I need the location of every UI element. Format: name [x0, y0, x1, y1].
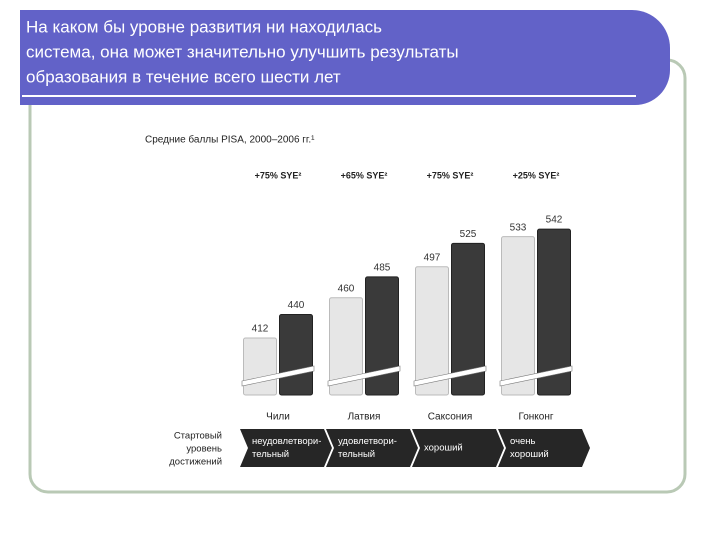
slide-title: На каком бы уровне развития ни находилас…	[26, 17, 382, 36]
slide-title: образования в течение всего шести лет	[26, 67, 341, 86]
annotation: +25% SYE²	[513, 170, 560, 180]
slide-title: система, она может значительно улучшить …	[26, 42, 459, 61]
annotation: +75% SYE²	[255, 170, 302, 180]
level-label: тельный	[252, 449, 289, 460]
level-label: тельный	[338, 449, 375, 460]
chart-subtitle: Средние баллы PISA, 2000–2006 гг.¹	[145, 134, 315, 146]
level-arrow	[412, 429, 504, 467]
axis-break	[499, 365, 573, 387]
level-title: достижений	[169, 457, 222, 468]
x-tick-label: Чили	[266, 412, 290, 423]
bar	[501, 236, 535, 396]
level-label: неудовлетвори-	[252, 436, 321, 447]
axis-break	[241, 365, 315, 387]
x-tick-label: Саксония	[428, 412, 473, 423]
bar	[365, 276, 399, 396]
value-label: 460	[338, 283, 355, 294]
x-tick-label: Латвия	[348, 412, 381, 423]
header-band	[20, 10, 670, 105]
bar	[243, 337, 277, 396]
level-arrow	[326, 429, 418, 467]
level-label: удовлетвори-	[338, 436, 397, 447]
frame	[28, 58, 687, 494]
value-label: 485	[374, 262, 391, 273]
level-arrow	[240, 429, 332, 467]
bar	[415, 266, 449, 396]
annotation: +65% SYE²	[341, 170, 388, 180]
level-label: очень	[510, 436, 536, 447]
bar	[329, 297, 363, 396]
value-label: 497	[424, 252, 441, 263]
level-arrow	[498, 429, 590, 467]
level-title: уровень	[186, 444, 222, 455]
value-label: 542	[546, 215, 563, 226]
bar	[537, 228, 571, 396]
level-label: хороший	[424, 443, 463, 454]
value-label: 412	[252, 324, 269, 335]
value-label: 525	[460, 229, 477, 240]
level-title: Стартовый	[174, 431, 222, 442]
axis-break	[413, 365, 487, 387]
value-label: 440	[288, 300, 305, 311]
chart: Средние баллы PISA, 2000–2006 гг.¹ +75% S…	[145, 134, 590, 468]
x-tick-label: Гонконг	[518, 412, 553, 423]
bar	[279, 314, 313, 396]
value-label: 533	[510, 222, 527, 233]
axis-break	[327, 365, 401, 387]
annotation: +75% SYE²	[427, 170, 474, 180]
bar	[451, 242, 485, 396]
level-label: хороший	[510, 449, 549, 460]
